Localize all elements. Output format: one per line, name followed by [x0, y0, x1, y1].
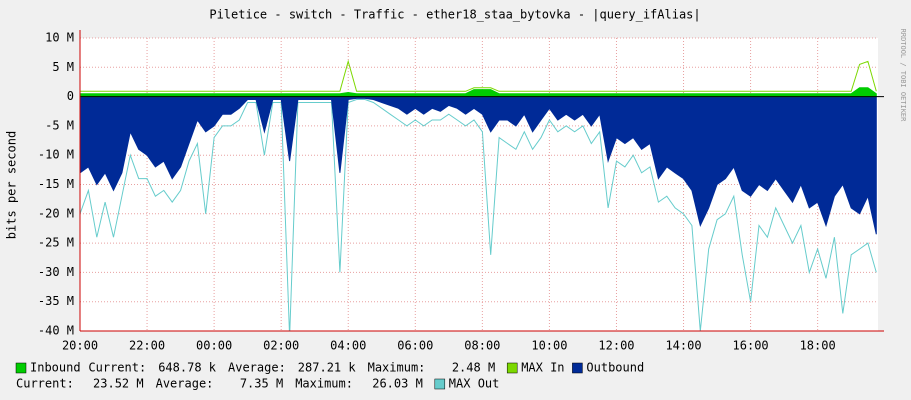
x-tick-label: 20:00 [62, 339, 98, 353]
stat-label: Average: [228, 361, 286, 375]
axes: 10 M 5 M 0 -5 M -10 M -15 M -20 M -25 M -30 M -35… [38, 30, 884, 353]
stat-value: 23.52 M [93, 377, 144, 391]
legend-label: Outbound [586, 361, 644, 375]
x-tick-label: 16:00 [733, 339, 769, 353]
y-tick-label: 10 M [45, 31, 74, 45]
legend: Inbound Current: 648.78 k Average: 287.21 k M… [15, 361, 644, 391]
y-tick-label: -15 M [38, 177, 74, 191]
marks [80, 59, 877, 331]
y-tick-label: 0 [67, 89, 74, 103]
x-tick-label: 12:00 [598, 339, 634, 353]
y-tick-label: -25 M [38, 236, 74, 250]
x-tick-label: 18:00 [800, 339, 836, 353]
area [80, 87, 877, 98]
y-tick-label: -30 M [38, 265, 74, 279]
line [80, 99, 877, 331]
legend-swatch [506, 362, 518, 374]
stat-label: Average: [156, 377, 214, 391]
y-tick-label: -10 M [38, 148, 74, 162]
x-tick-label: 06:00 [397, 339, 433, 353]
stat-value: 7.35 M [240, 377, 283, 391]
x-tick-label: 00:00 [196, 339, 232, 353]
stat-label: Current: [88, 361, 146, 375]
y-tick-label: -20 M [38, 206, 74, 220]
y-axis-label: bits per second [5, 131, 19, 239]
stat-value: 2.48 M [452, 361, 495, 375]
stat-label: Maximum: [295, 377, 353, 391]
x-tick-label: 04:00 [330, 339, 366, 353]
stat-label: Current: [16, 377, 74, 391]
stat-value: 26.03 M [372, 377, 423, 391]
y-tick-label: -40 M [38, 324, 74, 338]
chart-title: Piletice - switch - Traffic - ether18_st… [209, 8, 700, 22]
area [80, 96, 877, 235]
watermark: RRDTOOL / TOBI OETIKER [899, 29, 907, 123]
stat-label: Maximum: [368, 361, 426, 375]
y-tick-label: 5 M [52, 60, 74, 74]
legend-label: Inbound [30, 361, 81, 375]
x-tick-label: 22:00 [129, 339, 165, 353]
y-tick-label: -5 M [45, 118, 74, 132]
legend-swatch [15, 362, 27, 374]
legend-swatch [434, 378, 446, 390]
legend-label: MAX Out [449, 377, 500, 391]
x-tick-label: 14:00 [665, 339, 701, 353]
stat-value: 287.21 k [298, 361, 357, 375]
line [80, 59, 877, 92]
x-tick-label: 08:00 [464, 339, 500, 353]
legend-swatch [572, 362, 583, 374]
stat-value: 648.78 k [158, 361, 217, 375]
x-tick-label: 02:00 [263, 339, 299, 353]
y-tick-label: -35 M [38, 294, 74, 308]
legend-label: MAX In [521, 361, 564, 375]
x-tick-label: 10:00 [531, 339, 567, 353]
